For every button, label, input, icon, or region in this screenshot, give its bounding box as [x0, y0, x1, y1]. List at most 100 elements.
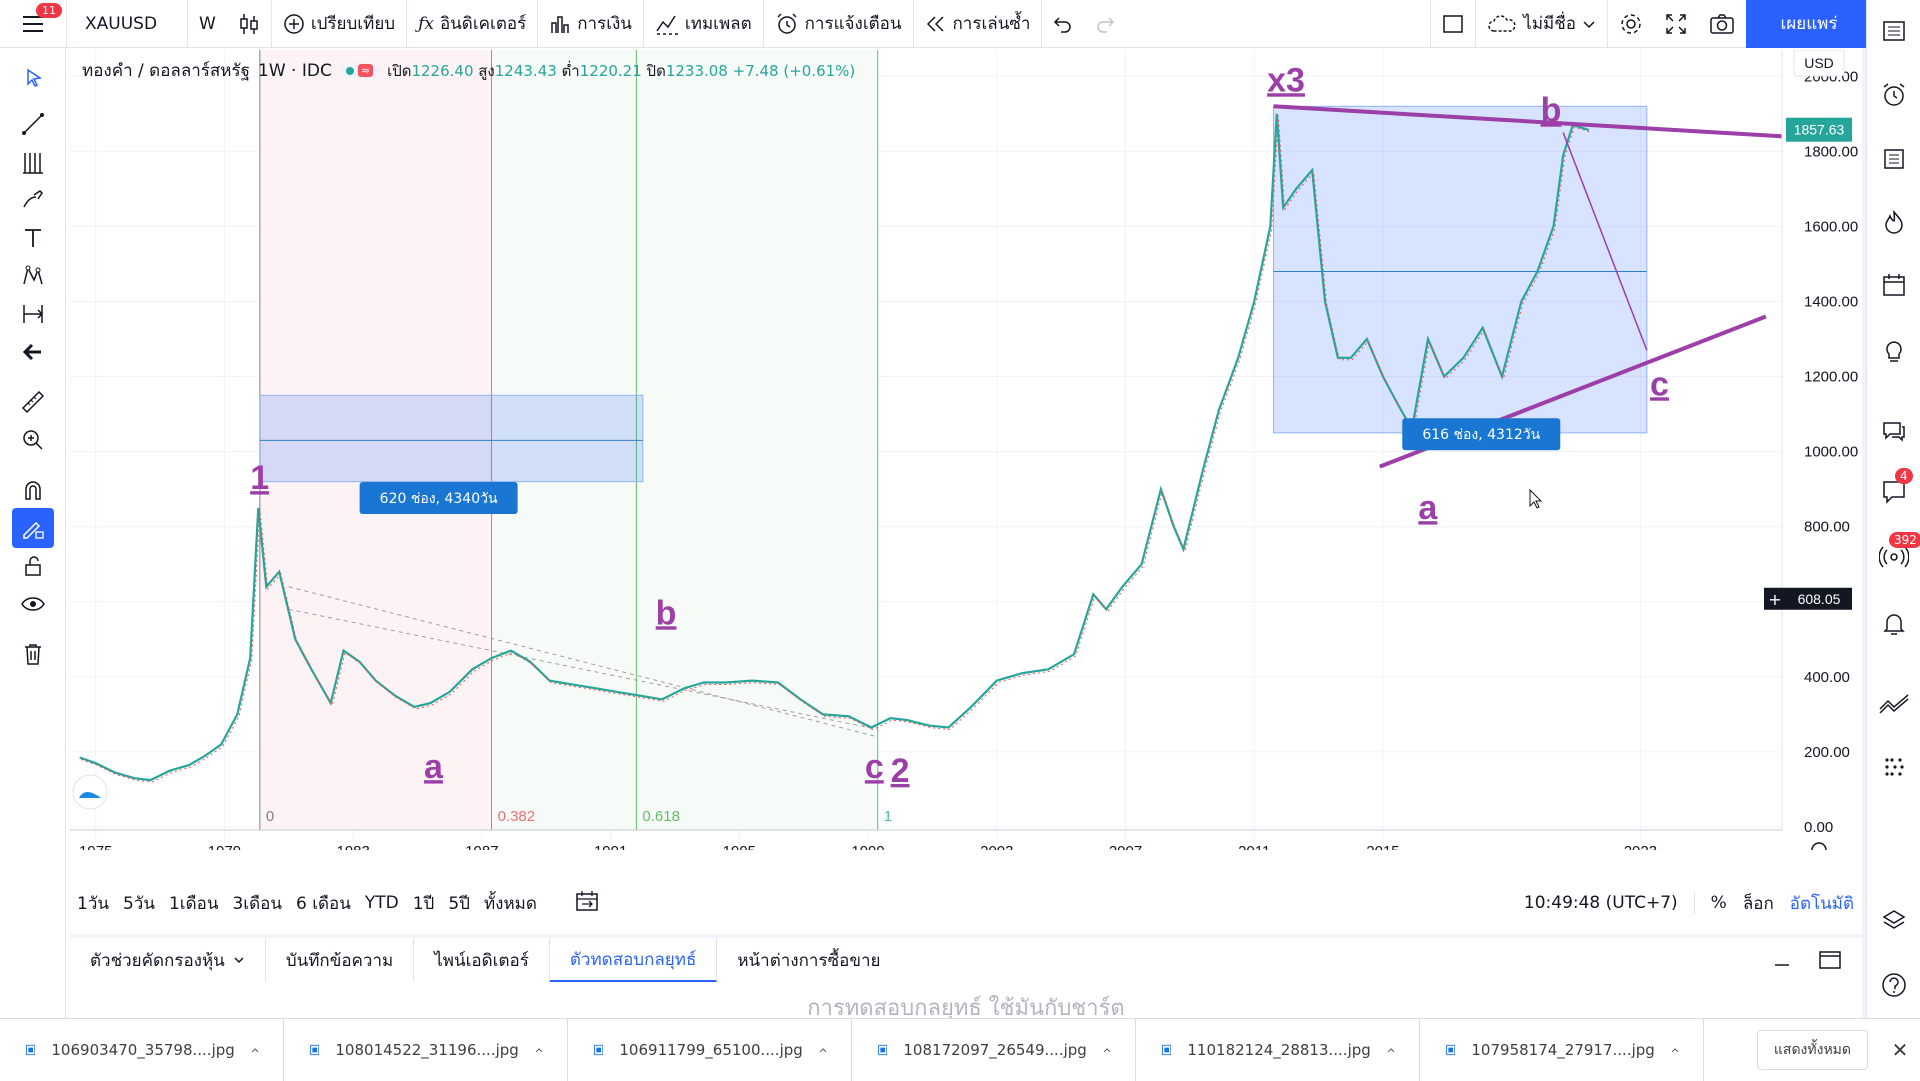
- last-price-tag: 1857.63: [1794, 122, 1845, 138]
- chevron-up-icon[interactable]: [535, 1045, 543, 1055]
- streams-button[interactable]: 392: [1875, 532, 1920, 576]
- chart-legend: ทองคำ / ดอลลาร์สหรัฐ 1W · IDC ≈ เปิด1226…: [82, 57, 855, 84]
- broadcast-icon: [1879, 546, 1909, 568]
- legend-title[interactable]: ทองคำ / ดอลลาร์สหรัฐ: [82, 61, 251, 81]
- range-1m[interactable]: 1เดือน: [168, 893, 219, 914]
- percent-scale-toggle[interactable]: %: [1710, 893, 1727, 913]
- close-label: ปิด: [646, 61, 666, 80]
- dom-button[interactable]: [1875, 748, 1913, 786]
- range-3m[interactable]: 3เดือน: [232, 893, 282, 914]
- trend-line-tool[interactable]: [12, 104, 54, 144]
- low-value: 1220.21: [579, 61, 642, 80]
- tab-stock-screener[interactable]: ตัวช่วยคัดกรองหุ้น: [70, 938, 266, 982]
- ruler-tool[interactable]: [12, 382, 54, 422]
- layout-name-button[interactable]: ไม่มีชื่อ: [1476, 0, 1607, 48]
- high-value: 1243.43: [494, 61, 557, 80]
- object-tree-button[interactable]: [1875, 902, 1913, 940]
- image-file-icon: [26, 1044, 36, 1055]
- trading-panel-button[interactable]: [1875, 684, 1913, 722]
- replay-button[interactable]: การเล่นซ้ำ: [914, 0, 1042, 48]
- magnet-tool[interactable]: [12, 470, 54, 510]
- hotlists-button[interactable]: [1875, 204, 1913, 242]
- undo-button[interactable]: [1042, 0, 1084, 48]
- y-tick-label: 1600.00: [1804, 218, 1858, 235]
- redo-button[interactable]: [1084, 0, 1126, 48]
- text-icon: [25, 229, 41, 247]
- messages-button[interactable]: 4: [1875, 468, 1913, 510]
- chats-button[interactable]: [1875, 412, 1913, 450]
- range-5y[interactable]: 5ปี: [448, 893, 470, 914]
- x-tick-label: 1987: [465, 843, 498, 850]
- fullscreen-button[interactable]: [1654, 0, 1698, 48]
- hide-drawings-tool[interactable]: [12, 584, 54, 624]
- download-item[interactable]: 106903470_35798....jpg: [0, 1018, 284, 1081]
- download-item[interactable]: 108172097_26549....jpg: [852, 1018, 1136, 1081]
- chart-style-button[interactable]: [227, 0, 271, 48]
- download-item[interactable]: 107958174_27917....jpg: [1420, 1018, 1704, 1081]
- chevron-up-icon[interactable]: [1671, 1045, 1679, 1055]
- chevron-up-icon[interactable]: [819, 1045, 827, 1055]
- cursor-tool[interactable]: [12, 58, 54, 98]
- text-tool[interactable]: [12, 218, 54, 258]
- back-tool[interactable]: [12, 332, 54, 372]
- lightbulb-icon: [1886, 341, 1902, 362]
- tab-label: ตัวช่วยคัดกรองหุ้น: [90, 950, 225, 971]
- flame-icon: [1885, 209, 1903, 234]
- chevron-up-icon[interactable]: [1103, 1045, 1111, 1055]
- image-file-icon: [310, 1044, 320, 1055]
- settings-button[interactable]: [1608, 0, 1654, 48]
- chevron-up-icon[interactable]: [1387, 1045, 1395, 1055]
- notifications-button[interactable]: [1875, 604, 1913, 642]
- zoom-tool[interactable]: [12, 420, 54, 460]
- templates-button[interactable]: เทมเพลต: [644, 0, 763, 48]
- data-window-button[interactable]: [1875, 140, 1913, 178]
- symbol-search-button[interactable]: XAUUSD: [85, 13, 158, 34]
- range-1d[interactable]: 1วัน: [77, 893, 109, 914]
- publish-button[interactable]: เผยแพร่: [1746, 0, 1872, 48]
- price-series: [79, 113, 1591, 783]
- maximize-icon[interactable]: [1818, 950, 1842, 970]
- download-item[interactable]: 106911799_65100....jpg: [568, 1018, 852, 1081]
- goto-date-button[interactable]: [568, 890, 606, 917]
- download-item[interactable]: 108014522_31196....jpg: [284, 1018, 568, 1081]
- auto-scale-toggle[interactable]: อัตโนมัติ: [1789, 893, 1854, 914]
- alerts-button[interactable]: [1875, 76, 1913, 114]
- remove-drawings-tool[interactable]: [12, 634, 54, 674]
- main-menu-button[interactable]: 11: [0, 0, 66, 48]
- financials-button[interactable]: การเงิน: [538, 0, 643, 48]
- watchlist-button[interactable]: [1875, 12, 1913, 50]
- tab-trading-panel[interactable]: หน้าต่างการซื้อขาย: [737, 950, 881, 971]
- range-ytd[interactable]: YTD: [364, 893, 399, 913]
- ideas-stream-button[interactable]: [1875, 332, 1913, 370]
- tab-text-notes[interactable]: บันทึกข้อความ: [266, 938, 415, 982]
- close-downloads-icon[interactable]: ✕: [1891, 1037, 1909, 1062]
- stay-in-drawing-mode-tool[interactable]: [12, 508, 54, 548]
- clock[interactable]: 10:49:48 (UTC+7): [1523, 893, 1678, 913]
- log-scale-toggle[interactable]: ล็อก: [1742, 893, 1774, 914]
- range-5d[interactable]: 5วัน: [122, 893, 155, 914]
- indicators-button[interactable]: ƒx อินดิเคเตอร์: [407, 0, 537, 48]
- range-1y[interactable]: 1ปี: [412, 893, 435, 914]
- pattern-tool[interactable]: [12, 256, 54, 296]
- tab-strategy-tester[interactable]: ตัวทดสอบกลยุทธ์: [549, 938, 718, 982]
- measure-range-tool[interactable]: [12, 294, 54, 334]
- interval-button[interactable]: W: [199, 13, 216, 34]
- chevron-up-icon[interactable]: [251, 1045, 259, 1055]
- layout-button[interactable]: [1431, 0, 1475, 48]
- show-all-downloads-button[interactable]: แสดงทั้งหมด: [1756, 1029, 1868, 1070]
- range-all[interactable]: ทั้งหมด: [483, 893, 537, 914]
- download-item[interactable]: 110182124_28813....jpg: [1136, 1018, 1420, 1081]
- range-6m[interactable]: 6 เดือน: [295, 893, 351, 914]
- brush-tool[interactable]: [12, 180, 54, 220]
- snapshot-button[interactable]: [1698, 0, 1746, 48]
- calendar-button[interactable]: [1875, 266, 1913, 304]
- alert-button[interactable]: การแจ้งเตือน: [764, 0, 913, 48]
- help-button[interactable]: [1875, 966, 1913, 1004]
- minimize-icon[interactable]: [1772, 950, 1792, 970]
- tab-pine-editor[interactable]: ไพน์เอดิเตอร์: [414, 938, 550, 982]
- download-filename: 107958174_27917....jpg: [1471, 1040, 1655, 1059]
- lock-drawings-tool[interactable]: [12, 546, 54, 586]
- compare-button[interactable]: เปรียบเทียบ: [272, 0, 406, 48]
- fib-tool[interactable]: [12, 142, 54, 182]
